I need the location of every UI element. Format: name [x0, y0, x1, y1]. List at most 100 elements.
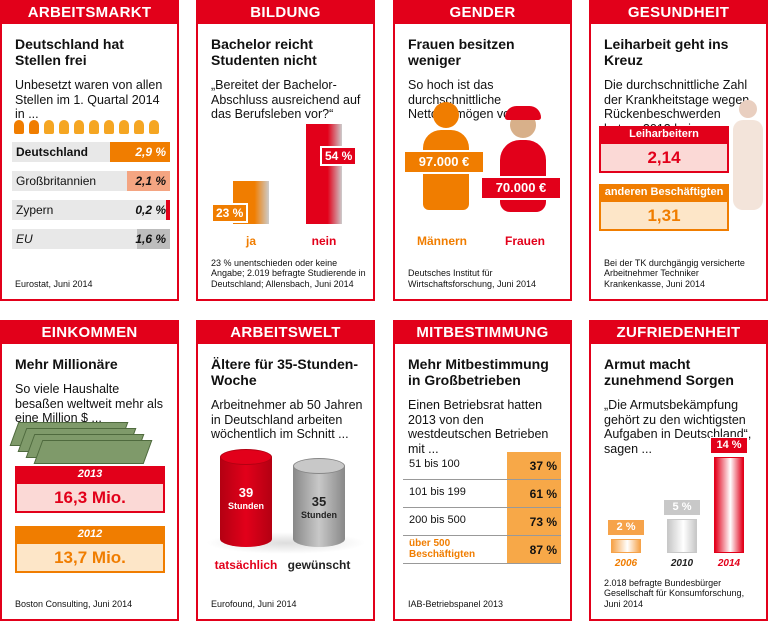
card-intro: Bachelor reicht Studenten nicht „Bereitet… [211, 36, 366, 122]
money-stack [33, 440, 153, 464]
card: ARBEITSMARKT Deutschland hat Stellen frei… [0, 0, 179, 301]
card-title: Mehr Mitbestimmung in Großbetrieben [408, 356, 549, 388]
value-label: 13,7 Mio. [15, 542, 165, 573]
card-header: MITBESTIMMUNG [395, 322, 570, 344]
value-label: 1,31 [599, 200, 729, 231]
row-background [12, 200, 170, 220]
card: GESUNDHEIT Leiharbeit geht ins Kreuz Die d… [589, 0, 768, 301]
card-header: ZUFRIEDENHEIT [591, 322, 766, 344]
person-icon [14, 120, 24, 134]
card-intro: Mehr Millionäre So viele Haushalte besaße… [15, 356, 170, 426]
unit-label: Stunden [228, 501, 264, 511]
card-header: BILDUNG [198, 2, 373, 24]
card-source: 23 % unentschieden oder keine Angabe; 2.… [211, 257, 366, 289]
card-title: Armut macht zunehmend Sorgen [604, 356, 734, 388]
category-label: Männern [416, 234, 467, 248]
person-icon [29, 120, 39, 134]
card-source: Eurofound, Juni 2014 [211, 598, 297, 609]
figure-head [739, 100, 757, 118]
card-title: Deutschland hat Stellen frei [15, 36, 124, 68]
category-label: tatsächlich [214, 558, 278, 572]
card: BILDUNG Bachelor reicht Studenten nicht „B… [196, 0, 375, 301]
box-header: 2013 [15, 466, 165, 482]
bar [667, 518, 697, 553]
value-label: 37 % [529, 459, 557, 473]
table-row-line [403, 479, 561, 480]
row-label: 200 bis 500 [409, 514, 466, 526]
table-row-line [403, 563, 561, 564]
card: EINKOMMEN Mehr Millionäre So viele Haushal… [0, 320, 179, 621]
value-label: 23 % [211, 203, 249, 224]
table-row-line [403, 535, 561, 536]
value-label: 35 [311, 494, 327, 510]
bar [110, 142, 170, 162]
person-icon [89, 120, 99, 134]
person-icon [134, 120, 144, 134]
card-text: Unbesetzt waren von allen Stellen im 1. … [15, 78, 163, 121]
cylinder [220, 457, 272, 547]
card-source: Boston Consulting, Juni 2014 [15, 598, 133, 609]
card-text: So viele Haushalte besaßen weltweit mehr… [15, 382, 163, 425]
cylinder [293, 466, 345, 547]
row-label: EU [16, 232, 33, 246]
table-row-line [403, 507, 561, 508]
card-text: „Bereitet der Bachelor-Abschluss ausreic… [211, 78, 361, 121]
row-label: Deutschland [16, 145, 89, 159]
value-label: 39 [238, 485, 254, 500]
bar [126, 171, 170, 191]
value-label: 73 % [529, 515, 557, 529]
row-label: Großbritannien [16, 174, 97, 188]
bar [165, 200, 170, 220]
card-title: Ältere für 35-Stunden-Woche [211, 356, 359, 388]
figure-hat [505, 106, 541, 120]
cylinder-top [220, 449, 272, 465]
value-label: 2,9 % [135, 145, 166, 159]
card-title: Mehr Millionäre [15, 356, 118, 372]
card-source: Eurostat, Juni 2014 [15, 278, 93, 289]
card-source: 2.018 befragte Bundesbürger Gesellschaft… [604, 577, 745, 609]
figure-head [433, 102, 459, 128]
card: MITBESTIMMUNG Mehr Mitbestimmung in Großb… [393, 320, 572, 621]
card-intro: Ältere für 35-Stunden-Woche Arbeitnehmer … [211, 356, 366, 442]
value-label: 70.000 € [480, 176, 562, 200]
box-header: Leiharbeitern [599, 126, 729, 142]
card-intro: Armut macht zunehmend Sorgen „Die Armutsb… [604, 356, 759, 456]
category-label: 2014 [717, 558, 741, 569]
row-background [12, 229, 170, 249]
card-header: GESUNDHEIT [591, 2, 766, 24]
card-intro: Leiharbeit geht ins Kreuz Die durchschnit… [604, 36, 759, 136]
box-header: 2012 [15, 526, 165, 542]
card-text: So hoch ist das durchschnittliche Nettov… [408, 78, 531, 121]
bar [714, 457, 744, 553]
bar [611, 539, 641, 553]
card-header: EINKOMMEN [2, 322, 177, 344]
person-icon [104, 120, 114, 134]
value-column [507, 452, 561, 564]
value-label: 2,1 % [135, 174, 166, 188]
card-intro: Mehr Mitbestimmung in Großbetrieben Einen… [408, 356, 563, 456]
card-title: Bachelor reicht Studenten nicht [211, 36, 317, 68]
value-label: 2,14 [599, 142, 729, 173]
card-text: Arbeitnehmer ab 50 Jahren in Deutschland… [211, 398, 363, 441]
category-label: Frauen [504, 234, 545, 248]
card-intro: Deutschland hat Stellen frei Unbesetzt wa… [15, 36, 170, 122]
card-source: Deutsches Institut für Wirtschaftsforsch… [408, 268, 537, 289]
value-label: 87 % [529, 543, 557, 557]
card-title: Leiharbeit geht ins Kreuz [604, 36, 729, 68]
row-label: Zypern [16, 203, 54, 217]
value-label: 0,2 % [135, 203, 166, 217]
value-label: 61 % [529, 487, 557, 501]
value-label: 5 % [663, 498, 701, 516]
card-intro: Frauen besitzen weniger So hoch ist das d… [408, 36, 563, 122]
unit-label: Stunden [301, 510, 337, 521]
value-label: 1,6 % [135, 232, 166, 246]
value-label: 14 % [710, 437, 748, 454]
category-label: 2006 [614, 558, 638, 569]
row-label: über 500 Beschäftigten [409, 538, 476, 560]
bar [306, 124, 342, 224]
card-header: ARBEITSWELT [198, 322, 373, 344]
category-label: gewünscht [287, 558, 351, 572]
category-label: 2010 [670, 558, 694, 569]
person-icon [44, 120, 54, 134]
